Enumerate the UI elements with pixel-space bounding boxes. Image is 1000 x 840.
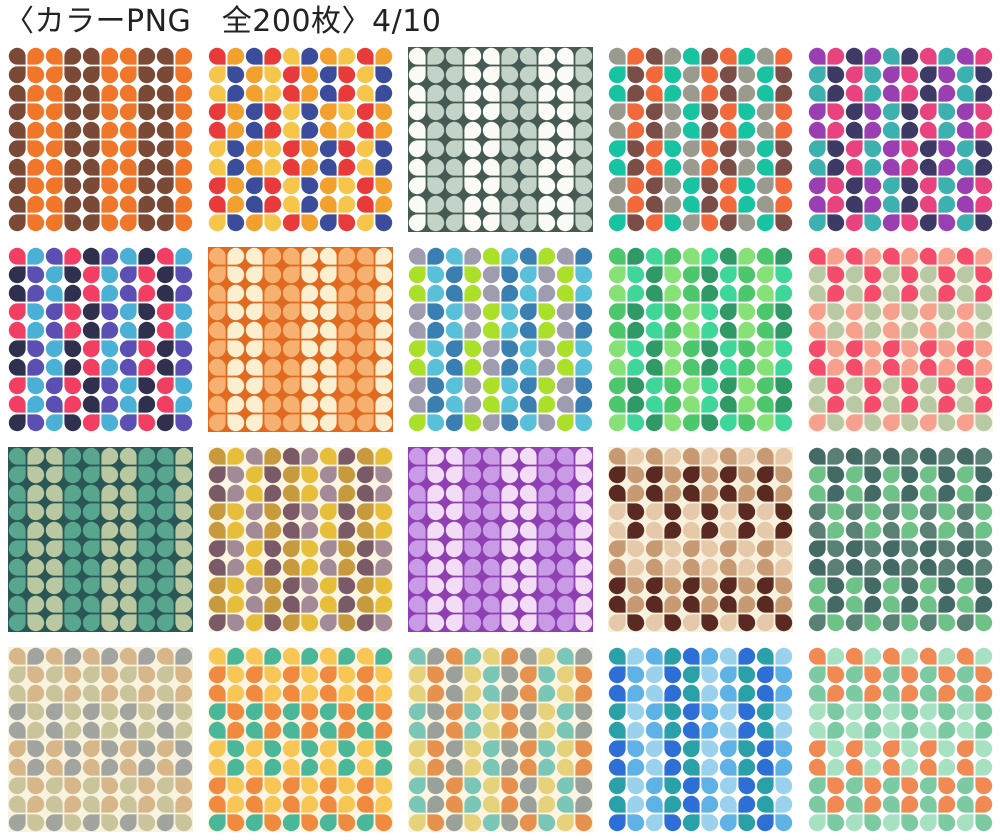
pattern-thumbnail[interactable] — [408, 47, 593, 232]
pattern-graphic — [208, 247, 393, 432]
pattern-thumbnail[interactable] — [8, 247, 193, 432]
pattern-graphic — [808, 447, 993, 632]
pattern-graphic — [208, 447, 393, 632]
pattern-graphic — [808, 247, 993, 432]
pattern-thumbnail[interactable] — [408, 447, 593, 632]
pattern-graphic — [808, 47, 993, 232]
pattern-graphic — [208, 647, 393, 832]
pattern-graphic — [608, 647, 793, 832]
pattern-graphic — [8, 447, 193, 632]
pattern-graphic — [408, 247, 593, 432]
pattern-graphic — [408, 647, 593, 832]
pattern-graphic — [408, 47, 593, 232]
pattern-thumbnail[interactable] — [8, 647, 193, 832]
pattern-thumbnail[interactable] — [608, 47, 793, 232]
pattern-thumbnail[interactable] — [408, 247, 593, 432]
pattern-thumbnail[interactable] — [808, 47, 993, 232]
pattern-graphic — [208, 47, 393, 232]
pattern-thumbnail[interactable] — [608, 647, 793, 832]
pattern-graphic — [8, 647, 193, 832]
pattern-thumbnail[interactable] — [808, 247, 993, 432]
pattern-graphic — [608, 247, 793, 432]
pattern-thumbnail[interactable] — [8, 47, 193, 232]
pattern-graphic — [608, 47, 793, 232]
pattern-graphic — [408, 447, 593, 632]
pattern-thumbnail[interactable] — [608, 247, 793, 432]
page-title: 〈カラーPNG 全200枚〉4/10 — [4, 4, 442, 39]
pattern-graphic — [608, 447, 793, 632]
pattern-graphic — [8, 47, 193, 232]
pattern-thumbnail[interactable] — [808, 647, 993, 832]
pattern-thumbnail[interactable] — [8, 447, 193, 632]
pattern-thumbnail[interactable] — [808, 447, 993, 632]
pattern-thumbnail[interactable] — [408, 647, 593, 832]
pattern-thumbnail[interactable] — [208, 647, 393, 832]
pattern-thumbnail[interactable] — [208, 47, 393, 232]
pattern-thumbnail[interactable] — [208, 247, 393, 432]
pattern-graphic — [808, 647, 993, 832]
pattern-graphic — [8, 247, 193, 432]
pattern-thumbnail[interactable] — [208, 447, 393, 632]
pattern-thumbnail[interactable] — [608, 447, 793, 632]
